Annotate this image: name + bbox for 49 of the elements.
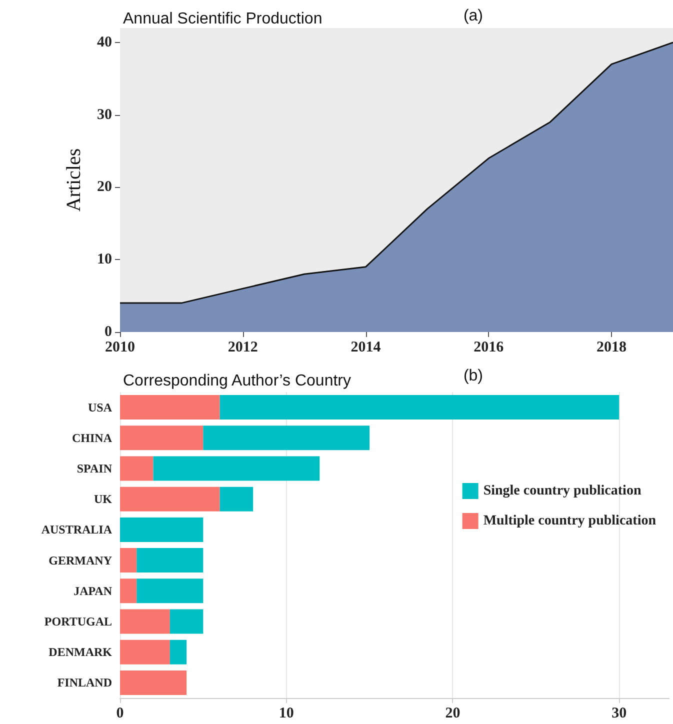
- y-tick-label: 20: [97, 179, 112, 196]
- y-tick-label: DENMARK: [48, 645, 113, 660]
- legend-label: Multiple country publication: [483, 514, 656, 528]
- x-tick-label: 2018: [596, 340, 627, 356]
- bar: [153, 456, 320, 481]
- y-axis-title: Articles: [63, 148, 85, 212]
- y-tick-label: 30: [97, 106, 112, 123]
- bar: [120, 456, 154, 481]
- legend-label: Single country publication: [483, 484, 642, 498]
- bar: [170, 609, 204, 634]
- x-tick-label: 0: [116, 706, 124, 722]
- bar: [120, 395, 220, 420]
- y-tick-label: AUSTRALIA: [41, 522, 112, 537]
- bar: [120, 548, 137, 573]
- x-tick-label: 2016: [474, 340, 504, 356]
- y-tick-label: 40: [97, 34, 112, 50]
- bar: [120, 578, 137, 604]
- text: (b): [463, 368, 484, 384]
- bar: [220, 395, 620, 420]
- x-tick-label: 10: [278, 706, 294, 722]
- y-tick-label: CHINA: [72, 430, 112, 445]
- y-tick-label: 0: [104, 324, 112, 340]
- x-tick-label: 2014: [350, 340, 382, 356]
- y-tick-label: PORTUGAL: [44, 614, 112, 628]
- bar: [220, 486, 254, 512]
- y-tick-label: JAPAN: [74, 584, 112, 598]
- chart-title: Annual Scientific Production: [123, 10, 322, 28]
- bar: [120, 486, 220, 512]
- y-tick-label: USA: [88, 400, 112, 414]
- bar: [120, 640, 170, 664]
- bar: [120, 670, 187, 695]
- y-tick-label: FINLAND: [57, 676, 112, 690]
- text: (a): [463, 8, 484, 24]
- bar: [203, 426, 370, 450]
- bar: [120, 426, 204, 450]
- bar: [136, 548, 204, 573]
- y-tick-label: UK: [94, 492, 113, 506]
- bar: [170, 640, 187, 664]
- y-tick-label: SPAIN: [76, 462, 112, 476]
- chart-title: Corresponding Author’s Country: [123, 372, 351, 390]
- bar: [120, 609, 170, 634]
- x-tick-label: 2010: [105, 340, 135, 356]
- x-tick-label: 30: [612, 706, 627, 722]
- y-tick-label: GERMANY: [48, 553, 112, 568]
- x-tick-label: 2012: [228, 340, 258, 356]
- y-tick-label: 10: [97, 252, 112, 268]
- x-tick-label: 20: [445, 706, 460, 722]
- bar: [136, 578, 204, 604]
- bar: [120, 517, 204, 542]
